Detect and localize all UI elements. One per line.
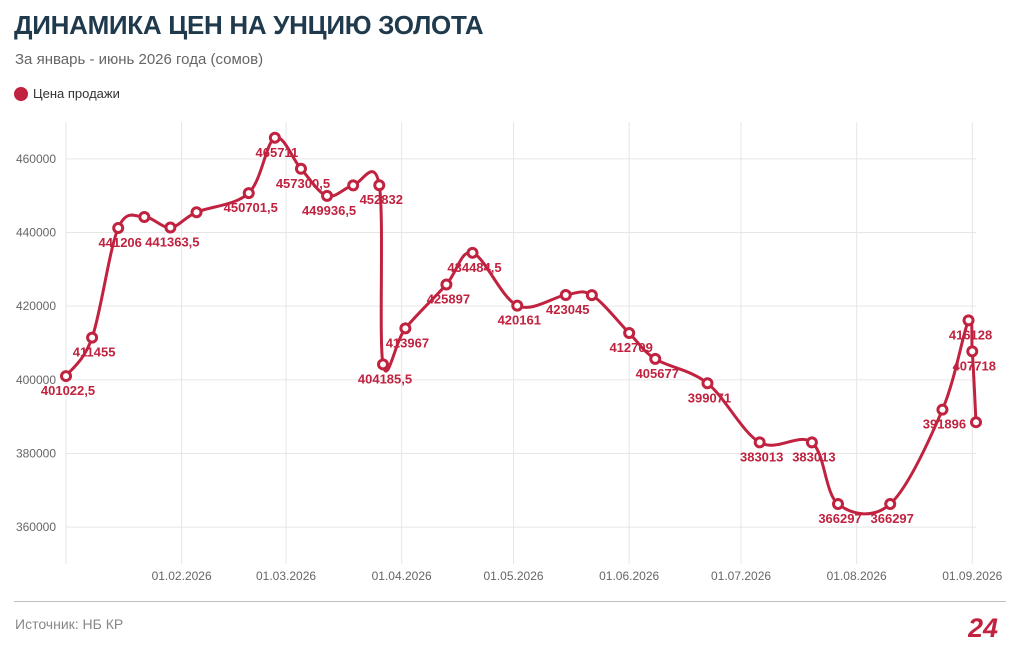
data-point <box>585 289 598 302</box>
x-tick-label: 01.08.2026 <box>827 569 887 583</box>
y-tick-label: 360000 <box>16 520 56 534</box>
data-label: 457300,5 <box>276 176 330 191</box>
data-point <box>190 206 203 219</box>
data-label: 416128 <box>949 327 992 342</box>
data-point <box>377 358 390 371</box>
data-point <box>399 322 412 335</box>
y-tick-label: 440000 <box>16 226 56 240</box>
data-label: 465711 <box>256 145 299 160</box>
data-label: 450701,5 <box>224 200 278 215</box>
data-labels: 401022,5 411455 441206 441363,5 450701,5 4657… <box>41 145 996 526</box>
legend-label: Цена продажи <box>33 86 120 101</box>
x-axis: 01.02.2026 01.03.2026 01.04.2026 01.05.2026… <box>152 569 1003 583</box>
data-point <box>60 370 72 383</box>
data-label: 404185,5 <box>358 371 412 386</box>
data-label: 441363,5 <box>145 234 199 249</box>
data-label: 383013 <box>792 449 835 464</box>
x-tick-label: 01.05.2026 <box>484 569 544 583</box>
data-point <box>86 331 99 344</box>
data-label: 413967 <box>386 335 429 350</box>
data-label: 441206 <box>99 235 142 250</box>
legend: Цена продажи <box>14 86 120 101</box>
y-tick-label: 420000 <box>16 299 56 313</box>
data-point <box>623 327 636 340</box>
data-point <box>970 416 982 429</box>
data-point <box>511 299 524 312</box>
data-point <box>559 288 572 301</box>
source-note: Источник: НБ КР <box>15 616 124 632</box>
data-point <box>294 162 307 175</box>
data-label: 401022,5 <box>41 383 95 398</box>
y-axis: 360000 380000 400000 420000 440000 460000 <box>16 152 56 534</box>
data-point <box>138 211 151 224</box>
x-tick-label: 01.04.2026 <box>372 569 432 583</box>
x-tick-label: 01.03.2026 <box>256 569 316 583</box>
data-point <box>966 345 979 358</box>
data-point <box>753 436 766 449</box>
footer-divider <box>14 601 1006 602</box>
data-label: 391896 <box>923 417 966 432</box>
data-label: 405677 <box>636 366 679 381</box>
data-label: 366297 <box>871 511 914 526</box>
data-point <box>701 377 714 390</box>
data-label: 434484,5 <box>447 260 501 275</box>
data-point <box>962 314 975 327</box>
data-point <box>347 179 360 192</box>
data-label: 411455 <box>73 345 116 360</box>
data-label: 407718 <box>953 358 996 373</box>
data-point <box>936 403 949 416</box>
data-point <box>805 436 818 449</box>
y-tick-label: 460000 <box>16 152 56 166</box>
grid <box>65 122 976 564</box>
data-point <box>832 497 845 510</box>
data-point <box>373 179 386 192</box>
data-point <box>440 278 453 291</box>
x-tick-label: 01.02.2026 <box>152 569 212 583</box>
x-tick-label: 01.09.2026 <box>942 569 1002 583</box>
y-tick-label: 380000 <box>16 447 56 461</box>
data-label: 449936,5 <box>302 203 356 218</box>
data-point <box>884 497 897 510</box>
data-point <box>164 221 177 234</box>
data-label: 420161 <box>498 313 541 328</box>
chart-title: ДИНАМИКА ЦЕН НА УНЦИЮ ЗОЛОТА <box>14 10 484 40</box>
data-point <box>466 246 479 259</box>
data-label: 412709 <box>609 340 652 355</box>
data-point <box>112 222 125 235</box>
data-point <box>321 189 334 202</box>
data-point <box>268 131 281 144</box>
data-label: 425897 <box>427 291 470 306</box>
logo-text: 24 <box>968 613 998 640</box>
x-tick-label: 01.06.2026 <box>599 569 659 583</box>
data-label: 383013 <box>740 449 783 464</box>
data-point <box>242 187 255 200</box>
x-tick-label: 01.07.2026 <box>711 569 771 583</box>
data-label: 423045 <box>546 302 589 317</box>
y-tick-label: 400000 <box>16 373 56 387</box>
data-point <box>649 352 662 365</box>
data-points <box>60 131 982 510</box>
chart-subtitle: За январь - июнь 2026 года (сомов) <box>15 51 264 68</box>
data-label: 366297 <box>818 511 861 526</box>
legend-swatch <box>14 86 28 101</box>
data-label: 399071 <box>688 390 731 405</box>
brand-logo: 24 <box>968 613 998 640</box>
line-chart: 360000 380000 400000 420000 440000 460000 01.… <box>16 122 1003 583</box>
data-label: 452832 <box>360 192 403 207</box>
